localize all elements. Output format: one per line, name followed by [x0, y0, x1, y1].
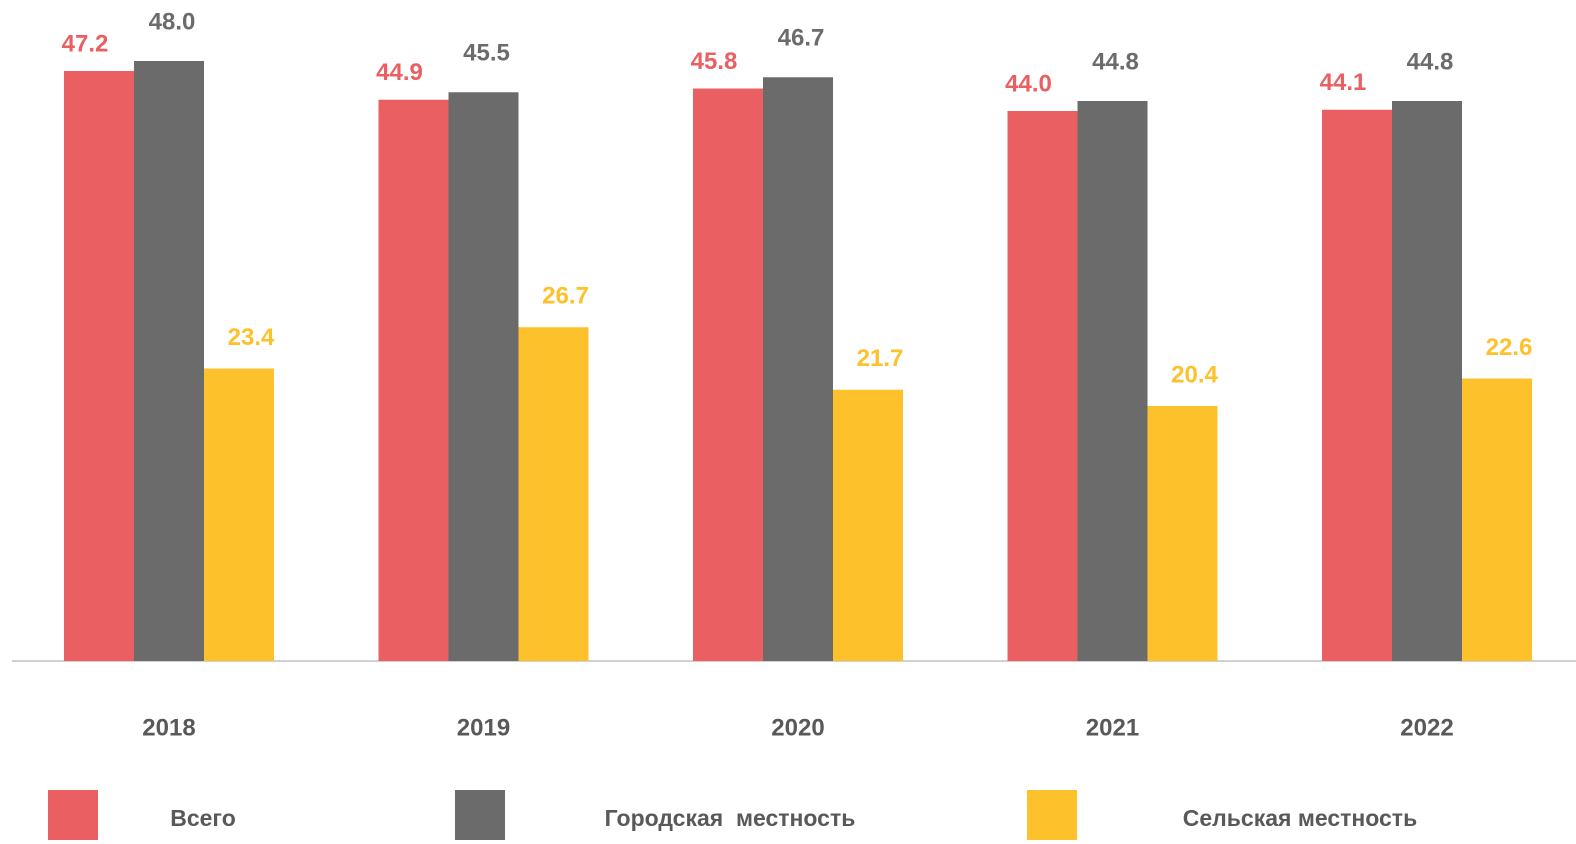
x-tick-label: 2019	[457, 714, 510, 741]
bar	[64, 71, 134, 661]
bar	[204, 368, 274, 661]
x-tick-label: 2018	[142, 714, 195, 741]
data-label: 45.5	[463, 40, 510, 67]
data-label: 44.1	[1320, 69, 1367, 96]
data-label: 47.2	[62, 30, 109, 57]
bar	[833, 389, 903, 661]
data-label: 26.7	[542, 283, 589, 310]
data-label: 23.4	[228, 324, 275, 351]
bar	[448, 92, 519, 661]
data-label: 44.8	[1407, 48, 1454, 75]
legend-swatch	[455, 790, 505, 840]
bar	[134, 61, 204, 661]
data-label: 48.0	[149, 8, 196, 35]
x-tick-label: 2020	[771, 714, 824, 741]
legend-swatch	[48, 790, 98, 840]
bar	[1462, 378, 1532, 661]
bar	[518, 327, 589, 661]
legend-label: Всего	[170, 805, 236, 831]
bar	[693, 88, 763, 661]
data-label: 44.0	[1005, 70, 1052, 97]
data-label: 46.7	[778, 25, 825, 52]
bar	[1077, 101, 1148, 661]
legend-label: Городская местность	[605, 805, 856, 831]
bar	[1147, 406, 1218, 661]
bar	[763, 77, 833, 661]
data-label: 45.8	[691, 48, 738, 75]
data-label: 21.7	[857, 345, 904, 372]
bar	[378, 99, 449, 661]
legend-swatch	[1027, 790, 1077, 840]
data-label: 20.4	[1171, 361, 1218, 388]
legend-label: Сельская местность	[1183, 805, 1417, 831]
bar	[1392, 101, 1462, 661]
x-tick-label: 2021	[1086, 714, 1139, 741]
data-label: 22.6	[1486, 334, 1533, 361]
data-label: 44.8	[1092, 48, 1139, 75]
x-tick-label: 2022	[1400, 714, 1453, 741]
bar	[1007, 111, 1078, 661]
data-label: 44.9	[376, 59, 423, 86]
bar	[1322, 109, 1392, 661]
